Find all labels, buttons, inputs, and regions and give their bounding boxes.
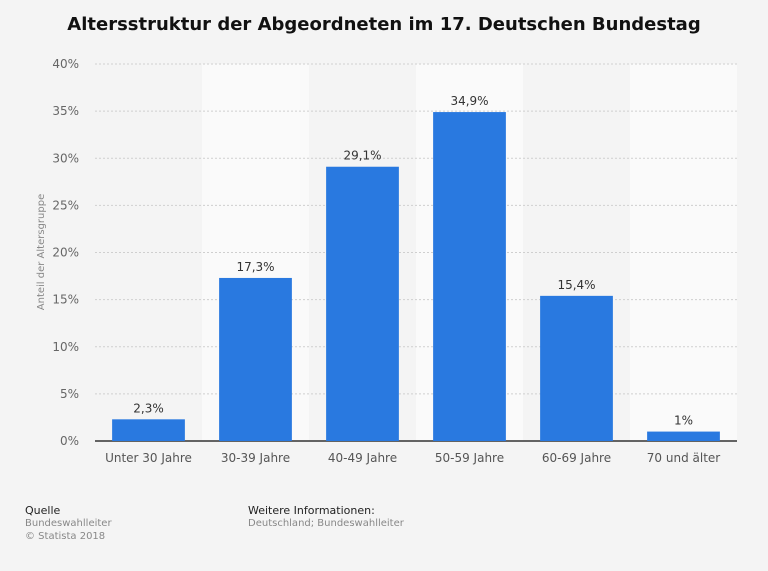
- y-tick-label: 30%: [52, 151, 79, 165]
- data-label: 17,3%: [236, 260, 274, 274]
- y-tick-label: 0%: [60, 434, 79, 448]
- chart-title: Altersstruktur der Abgeordneten im 17. D…: [67, 14, 701, 35]
- data-label: 34,9%: [450, 94, 488, 108]
- footer-source: Quelle Bundeswahlleiter © Statista 2018: [25, 504, 112, 543]
- y-tick-label: 25%: [52, 198, 79, 212]
- y-tick-label: 10%: [52, 340, 79, 354]
- info-heading: Weitere Informationen:: [248, 504, 375, 517]
- x-tick-label: 40-49 Jahre: [328, 451, 397, 465]
- y-tick-label: 20%: [52, 246, 79, 260]
- copyright-text: © Statista 2018: [25, 531, 106, 542]
- data-label: 2,3%: [133, 401, 164, 415]
- y-tick-label: 15%: [52, 293, 79, 307]
- bar: [219, 277, 292, 441]
- x-tick-label: 30-39 Jahre: [221, 451, 290, 465]
- bar: [647, 431, 720, 441]
- x-tick-label: 70 und älter: [647, 451, 721, 465]
- bar-chart: 0% 5% 10% 15% 20% 25% 30% 35% 40% 2,3% Unter 30 Ja…: [36, 57, 737, 465]
- bar: [326, 166, 399, 442]
- source-name: Bundeswahlleiter: [25, 518, 112, 529]
- data-label: 15,4%: [557, 278, 595, 292]
- bar: [112, 419, 185, 441]
- y-tick-label: 40%: [52, 57, 79, 71]
- y-tick-label: 5%: [60, 387, 79, 401]
- x-tick-label: Unter 30 Jahre: [105, 451, 192, 465]
- y-axis-label: Anteil der Altersgruppe: [36, 194, 47, 310]
- y-tick-label: 35%: [52, 104, 79, 118]
- info-text: Deutschland; Bundeswahlleiter: [248, 518, 404, 529]
- bar: [540, 295, 613, 441]
- footer-info: Weitere Informationen: Deutschland; Bund…: [248, 504, 404, 530]
- source-heading: Quelle: [25, 504, 61, 517]
- bar: [433, 112, 506, 441]
- data-label: 29,1%: [343, 149, 381, 163]
- x-tick-label: 50-59 Jahre: [435, 451, 504, 465]
- data-label: 1%: [674, 414, 693, 428]
- x-tick-label: 60-69 Jahre: [542, 451, 611, 465]
